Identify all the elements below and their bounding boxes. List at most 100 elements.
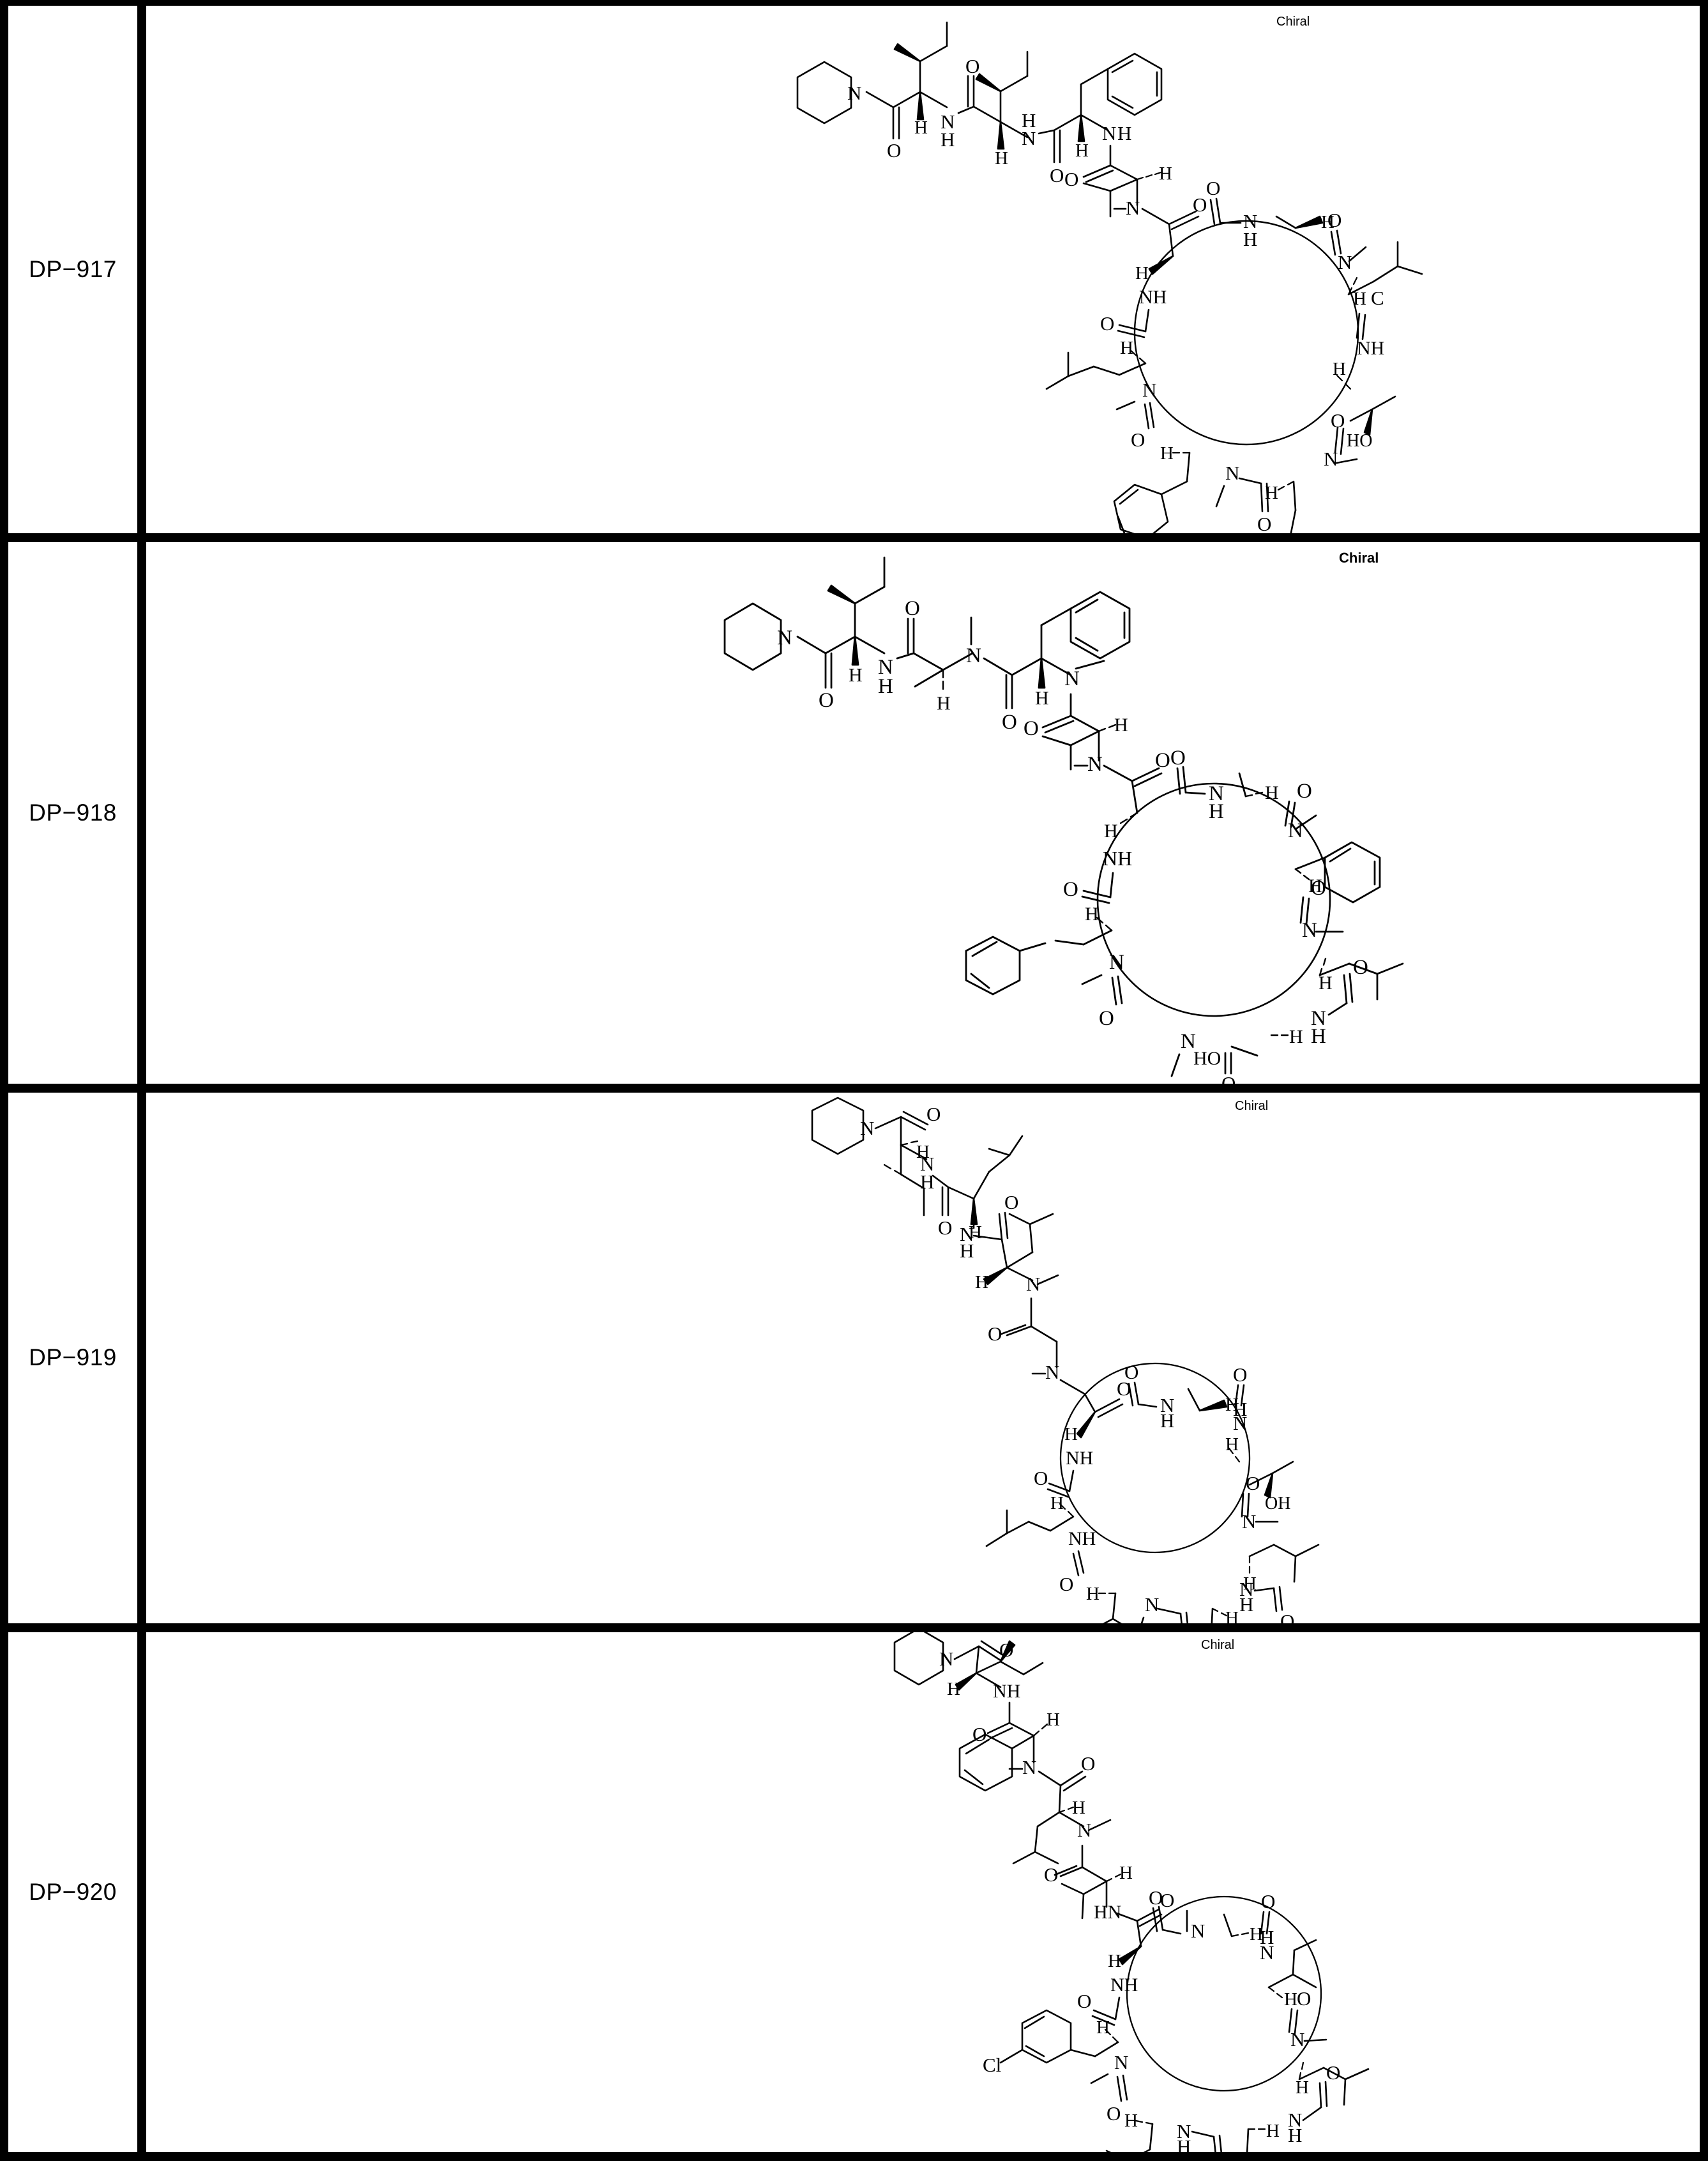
svg-text:N: N <box>1243 210 1257 232</box>
svg-text:N: N <box>1239 1578 1253 1600</box>
structure-cell-dp-920: Chiral N O <box>142 1628 1700 2156</box>
svg-text:O: O <box>1206 177 1220 199</box>
svg-text:O: O <box>1233 1363 1247 1386</box>
table-row: DP−920 Chiral N O <box>8 1627 1700 2156</box>
svg-text:H: H <box>1243 1573 1257 1594</box>
svg-text:NH: NH <box>1068 1528 1096 1549</box>
svg-text:N: N <box>941 110 955 133</box>
svg-text:O: O <box>1044 1863 1058 1886</box>
svg-text:N: N <box>1302 919 1317 942</box>
svg-text:N: N <box>1260 1941 1274 1964</box>
svg-text:O: O <box>1170 747 1186 770</box>
svg-text:N: N <box>1288 2109 1302 2131</box>
svg-text:H: H <box>1022 109 1036 132</box>
svg-text:H: H <box>947 1679 960 1699</box>
svg-text:N: N <box>960 1223 974 1245</box>
svg-text:O: O <box>1063 878 1078 901</box>
svg-text:H: H <box>1135 263 1149 284</box>
svg-text:H: H <box>1243 228 1257 250</box>
svg-text:H: H <box>1160 1409 1174 1432</box>
svg-text:O: O <box>1257 513 1271 535</box>
svg-text:H: H <box>1265 483 1278 503</box>
svg-text:H: H <box>1104 821 1118 842</box>
svg-text:N: N <box>777 626 792 649</box>
svg-text:H: H <box>1120 338 1133 358</box>
svg-text:Cl: Cl <box>983 2054 1001 2076</box>
svg-text:N: N <box>1324 448 1338 470</box>
svg-text:H: H <box>1177 2135 1191 2156</box>
svg-text:H: H <box>1117 122 1131 144</box>
svg-text:N: N <box>1191 1920 1205 1942</box>
svg-text:O: O <box>1077 1990 1091 2012</box>
svg-text:O: O <box>1311 877 1326 900</box>
svg-text:H: H <box>916 1142 930 1162</box>
structure-drawing-dp-918: N O H <box>146 542 1700 1091</box>
row-label-dp-919: DP−919 <box>8 1088 146 1628</box>
svg-text:H: H <box>1289 1026 1303 1047</box>
svg-text:H: H <box>941 128 955 151</box>
svg-text:H: H <box>1333 359 1346 379</box>
table-row: DP−917 Chiral N <box>8 6 1700 538</box>
structure-cell-dp-918: Chiral N O <box>142 538 1700 1091</box>
row-label-dp-917: DP−917 <box>8 6 146 538</box>
svg-text:H: H <box>1296 2077 1309 2098</box>
svg-text:O: O <box>1024 717 1039 740</box>
svg-text:O: O <box>965 55 979 77</box>
chiral-label: Chiral <box>1276 15 1310 29</box>
svg-text:O: O <box>1059 1573 1073 1595</box>
svg-text:H: H <box>1321 212 1334 232</box>
svg-text:H: H <box>969 1222 982 1243</box>
svg-text:N: N <box>1109 951 1124 974</box>
svg-text:H: H <box>1114 715 1128 736</box>
svg-text:H: H <box>1284 1989 1297 2010</box>
svg-text:H: H <box>995 148 1008 169</box>
svg-text:O: O <box>926 1103 941 1125</box>
svg-text:N: N <box>1102 122 1116 144</box>
svg-text:O: O <box>988 1323 1002 1345</box>
svg-text:H: H <box>1225 1434 1239 1455</box>
svg-text:H: H <box>1047 1710 1060 1730</box>
svg-text:O: O <box>1050 164 1064 186</box>
svg-text:O: O <box>1117 1377 1131 1400</box>
structure-cell-dp-919: Chiral N O <box>142 1088 1700 1632</box>
svg-text:H: H <box>1209 800 1224 823</box>
svg-text:O: O <box>1124 1361 1138 1383</box>
svg-text:H: H <box>1319 973 1333 994</box>
svg-text:N: N <box>1142 379 1156 401</box>
svg-text:N: N <box>939 1648 953 1670</box>
table-row: DP−919 Chiral N O <box>8 1088 1700 1632</box>
structure-drawing-dp-920: N O H <box>146 1632 1700 2156</box>
svg-text:N: N <box>1290 2028 1304 2051</box>
svg-text:H: H <box>1288 2124 1302 2146</box>
svg-text:N: N <box>1209 782 1224 805</box>
svg-text:H: H <box>1250 1924 1263 1945</box>
svg-text:N: N <box>1181 1030 1196 1053</box>
table-row: DP−918 Chiral N O <box>8 538 1700 1091</box>
structure-drawing-dp-917: N O H <box>146 6 1700 537</box>
svg-text:H: H <box>1225 1395 1239 1415</box>
svg-text:H: H <box>937 693 951 714</box>
chiral-label: Chiral <box>1235 1098 1269 1113</box>
svg-text:O: O <box>1155 749 1170 772</box>
svg-text:H: H <box>1086 1584 1100 1604</box>
svg-text:O: O <box>1149 1886 1163 1909</box>
svg-text:O: O <box>1099 1007 1114 1030</box>
svg-text:C: C <box>1371 287 1384 309</box>
svg-text:O: O <box>1261 1890 1275 1913</box>
svg-text:N: N <box>1022 1756 1036 1778</box>
svg-text:N: N <box>847 82 861 104</box>
svg-text:NH: NH <box>1139 287 1167 308</box>
svg-text:N: N <box>1288 819 1303 842</box>
svg-text:O: O <box>1064 168 1078 190</box>
svg-text:N: N <box>1022 127 1036 149</box>
chiral-label: Chiral <box>1339 550 1379 566</box>
svg-text:NH: NH <box>993 1681 1020 1702</box>
svg-text:H: H <box>960 1240 974 1262</box>
svg-text:N: N <box>1126 197 1140 219</box>
svg-text:N: N <box>966 644 981 667</box>
svg-text:O: O <box>1297 780 1312 803</box>
svg-text:O: O <box>1081 1752 1095 1775</box>
svg-text:O: O <box>1131 428 1145 451</box>
svg-text:N: N <box>1338 251 1352 273</box>
svg-text:H: H <box>1225 1608 1239 1628</box>
